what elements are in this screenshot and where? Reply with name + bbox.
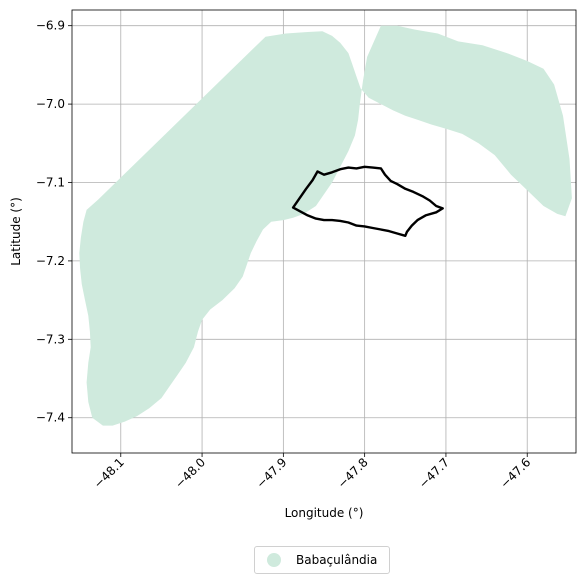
y-tick-label: −7.0: [36, 97, 65, 111]
y-tick-label: −7.3: [36, 332, 65, 346]
plot-frame: [71, 9, 577, 454]
x-axis-label: Longitude (°): [285, 506, 364, 520]
legend-label: Babaçulândia: [296, 553, 378, 567]
y-tick-label: −7.4: [36, 411, 65, 425]
x-tick-label: −47.8: [335, 455, 371, 491]
x-tick-label: −47.6: [497, 455, 533, 491]
x-tick-label: −48.0: [172, 455, 208, 491]
inner-outline: [291, 165, 444, 237]
legend: Babaçulândia: [254, 546, 390, 574]
y-axis-label: Latitude (°): [9, 197, 23, 266]
x-tick-label: −47.9: [254, 455, 290, 491]
legend-swatch: [267, 553, 281, 567]
municipality-area: [79, 25, 572, 426]
x-tick-label: −48.1: [91, 455, 127, 491]
y-tick-label: −7.1: [36, 175, 65, 189]
x-tick-label: −47.7: [416, 455, 452, 491]
y-tick-label: −7.2: [36, 254, 65, 268]
y-tick-label: −6.9: [36, 19, 65, 33]
